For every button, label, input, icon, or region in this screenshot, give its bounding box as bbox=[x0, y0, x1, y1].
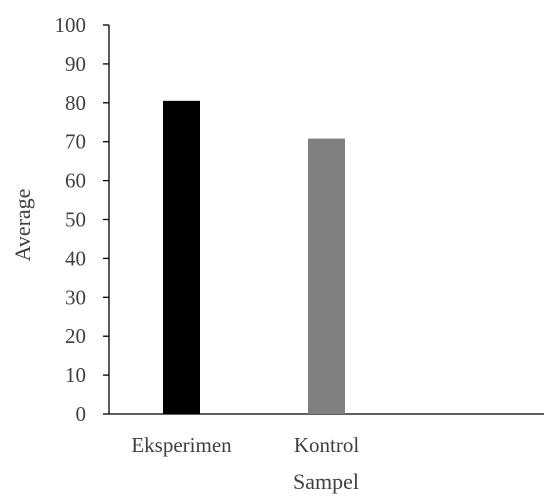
y-tick-label: 10 bbox=[65, 363, 86, 387]
category-labels: Eksperimen Kontrol bbox=[131, 433, 359, 457]
x-tick-label: Kontrol bbox=[294, 433, 359, 457]
y-tick-label: 20 bbox=[65, 324, 86, 348]
y-tick-label: 40 bbox=[65, 246, 86, 270]
x-tick-label: Eksperimen bbox=[131, 433, 232, 457]
y-tick-label: 70 bbox=[65, 130, 86, 154]
y-tick-label: 80 bbox=[65, 91, 86, 115]
y-axis-title: Average bbox=[10, 189, 35, 262]
y-tick-label: 30 bbox=[65, 285, 86, 309]
y-tick-label: 100 bbox=[55, 13, 87, 37]
y-tick-label: 90 bbox=[65, 52, 86, 76]
bar-eksperimen bbox=[163, 100, 200, 414]
bars bbox=[163, 100, 345, 414]
y-tick-label: 60 bbox=[65, 169, 86, 193]
bar-kontrol bbox=[308, 138, 345, 414]
y-axis: 0 10 20 30 40 50 60 70 80 90 100 bbox=[55, 13, 110, 426]
x-axis-title: Sampel bbox=[293, 469, 359, 494]
y-tick-label: 0 bbox=[76, 402, 87, 426]
y-tick-label: 50 bbox=[65, 208, 86, 232]
